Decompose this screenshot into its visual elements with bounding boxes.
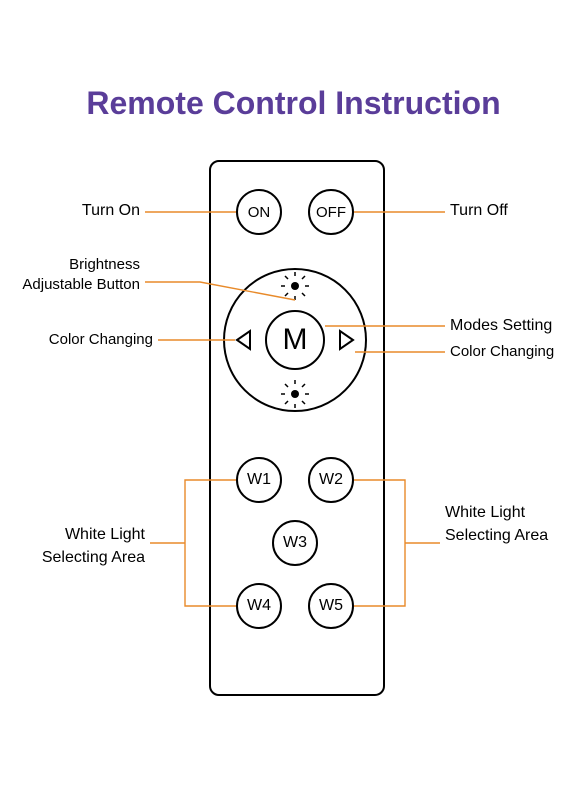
label-brightness-line2: Adjustable Button <box>0 275 140 295</box>
off-button-label: OFF <box>316 204 346 221</box>
mode-button-label: M <box>283 323 308 357</box>
remote-outline <box>209 160 385 696</box>
w4-button[interactable]: W4 <box>236 583 282 629</box>
w5-button[interactable]: W5 <box>308 583 354 629</box>
w3-button-label: W3 <box>283 534 307 552</box>
label-turn-off: Turn Off <box>450 202 580 220</box>
canvas: Remote Control Instruction ON OFF M <box>0 0 587 800</box>
label-white-area-left: White Light Selecting Area <box>0 523 145 569</box>
page-title: Remote Control Instruction <box>0 85 587 122</box>
w3-button[interactable]: W3 <box>272 520 318 566</box>
label-white-area-right-line2: Selecting Area <box>445 524 585 547</box>
w1-button-label: W1 <box>247 471 271 489</box>
label-white-area-left-line2: Selecting Area <box>0 546 145 569</box>
w1-button[interactable]: W1 <box>236 457 282 503</box>
label-turn-on: Turn On <box>0 202 140 220</box>
w4-button-label: W4 <box>247 597 271 615</box>
label-white-area-left-line1: White Light <box>0 523 145 546</box>
w2-button[interactable]: W2 <box>308 457 354 503</box>
label-brightness: Brightness Adjustable Button <box>0 255 140 296</box>
w2-button-label: W2 <box>319 471 343 489</box>
label-color-changing-left: Color Changing <box>0 331 153 348</box>
on-button[interactable]: ON <box>236 189 282 235</box>
w5-button-label: W5 <box>319 597 343 615</box>
label-white-area-right-line1: White Light <box>445 501 585 524</box>
label-brightness-line1: Brightness <box>0 255 140 275</box>
off-button[interactable]: OFF <box>308 189 354 235</box>
on-button-label: ON <box>248 204 271 221</box>
label-modes-setting: Modes Setting <box>450 317 580 335</box>
label-color-changing-right: Color Changing <box>450 343 580 360</box>
mode-button[interactable]: M <box>265 310 325 370</box>
label-white-area-right: White Light Selecting Area <box>445 501 585 547</box>
